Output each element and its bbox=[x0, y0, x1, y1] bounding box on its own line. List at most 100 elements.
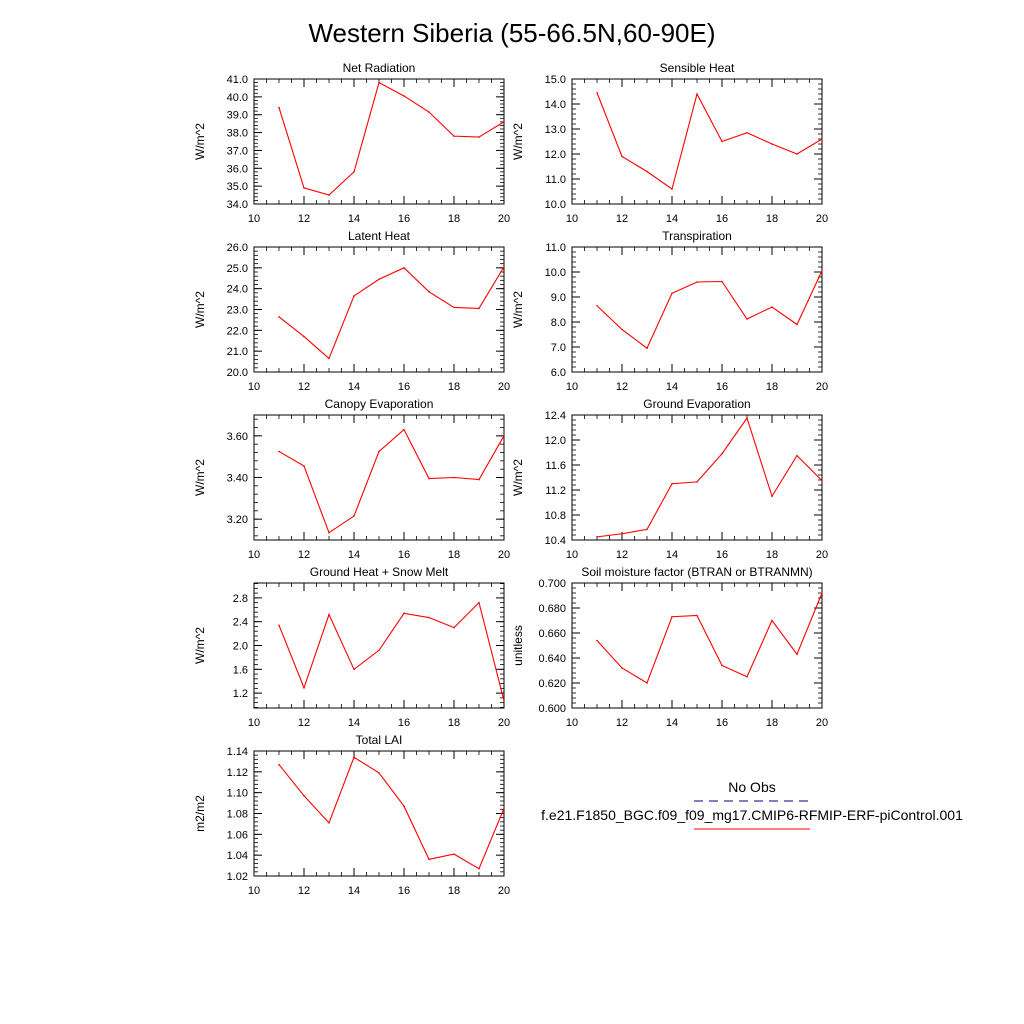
x-tick-label: 14 bbox=[666, 549, 678, 561]
y-tick-label: 0.700 bbox=[538, 578, 566, 590]
data-point bbox=[278, 763, 280, 766]
x-tick-label: 10 bbox=[248, 213, 260, 225]
data-point bbox=[671, 188, 673, 190]
y-tick-label: 9.0 bbox=[551, 292, 566, 304]
data-point bbox=[771, 143, 773, 145]
x-tick-label: 16 bbox=[398, 717, 410, 729]
data-point bbox=[303, 187, 305, 189]
y-axis-label: W/m^2 bbox=[511, 459, 525, 496]
data-point bbox=[378, 772, 380, 774]
data-point bbox=[353, 171, 355, 173]
panel-title: Total LAI bbox=[356, 733, 403, 747]
x-tick-label: 18 bbox=[448, 717, 460, 729]
y-axis-label: m2/m2 bbox=[193, 795, 207, 832]
data-point bbox=[453, 626, 455, 629]
data-point bbox=[378, 649, 380, 652]
data-point bbox=[821, 592, 823, 594]
y-tick-label: 15.0 bbox=[545, 74, 566, 86]
y-axis-label: W/m^2 bbox=[193, 627, 207, 664]
x-tick-label: 12 bbox=[616, 549, 628, 561]
series-line bbox=[596, 92, 823, 190]
data-point bbox=[378, 81, 380, 84]
x-tick-label: 16 bbox=[398, 885, 410, 897]
y-axis-label: W/m^2 bbox=[193, 123, 207, 160]
panel-title: Ground Evaporation bbox=[643, 397, 750, 411]
series-line bbox=[596, 416, 823, 538]
x-tick-label: 14 bbox=[666, 381, 678, 393]
data-point bbox=[353, 756, 355, 759]
x-tick-label: 20 bbox=[498, 381, 510, 393]
panel-title: Transpiration bbox=[662, 229, 732, 243]
data-point bbox=[696, 93, 698, 95]
data-point bbox=[671, 292, 673, 295]
y-tick-label: 1.04 bbox=[227, 850, 248, 862]
panel-4: 10 12 14 16 18 20 3.20 3.40 3.60 Canopy Evaporati… bbox=[193, 397, 510, 561]
x-tick-label: 16 bbox=[716, 381, 728, 393]
data-point bbox=[428, 477, 430, 480]
data-point bbox=[821, 138, 823, 140]
data-point bbox=[378, 278, 380, 281]
legend: No Obs f.e21.F1850_BGC.f09_f09_mg17.CMIP… bbox=[541, 779, 963, 830]
y-tick-label: 1.10 bbox=[227, 788, 248, 800]
panel-8: 10 12 14 16 18 20 1.02 1.04 1.06 1.08 1.10 1.12 1.14… bbox=[193, 733, 510, 897]
data-point bbox=[721, 664, 723, 667]
data-point bbox=[596, 639, 598, 642]
series-line bbox=[278, 601, 505, 701]
data-point bbox=[671, 482, 673, 485]
data-point bbox=[328, 531, 330, 534]
y-tick-label: 2.0 bbox=[233, 641, 248, 653]
panel-title: Sensible Heat bbox=[660, 61, 735, 75]
plot-frame bbox=[253, 246, 505, 373]
data-point bbox=[796, 653, 798, 656]
data-point bbox=[671, 615, 673, 618]
plot-frame bbox=[253, 582, 505, 709]
y-tick-label: 13.0 bbox=[545, 124, 566, 136]
x-tick-label: 10 bbox=[248, 549, 260, 561]
data-point bbox=[403, 612, 405, 615]
data-point bbox=[353, 668, 355, 671]
x-tick-label: 10 bbox=[248, 717, 260, 729]
data-point bbox=[746, 417, 748, 419]
y-tick-label: 1.06 bbox=[227, 829, 248, 841]
data-point bbox=[696, 481, 698, 483]
data-point bbox=[596, 536, 598, 538]
legend-obs-label: No Obs bbox=[728, 779, 775, 795]
x-tick-label: 18 bbox=[448, 885, 460, 897]
data-point bbox=[771, 619, 773, 622]
data-point bbox=[453, 476, 455, 479]
data-point bbox=[696, 281, 698, 283]
data-point bbox=[721, 452, 723, 455]
y-axis-label: W/m^2 bbox=[193, 291, 207, 328]
data-point bbox=[796, 323, 798, 326]
x-tick-label: 12 bbox=[616, 717, 628, 729]
y-tick-label: 35.0 bbox=[227, 181, 248, 193]
x-tick-label: 20 bbox=[498, 885, 510, 897]
panel-3: 10 12 14 16 18 20 6.0 7.0 8.0 9.0 10.0 11.0 Transpir… bbox=[511, 229, 828, 393]
data-point bbox=[503, 265, 505, 268]
series-line bbox=[596, 270, 823, 350]
x-tick-label: 20 bbox=[498, 717, 510, 729]
y-tick-label: 38.0 bbox=[227, 128, 248, 140]
y-tick-label: 1.14 bbox=[227, 746, 248, 758]
y-tick-label: 0.660 bbox=[538, 628, 566, 640]
data-point bbox=[353, 515, 355, 517]
data-point bbox=[621, 328, 623, 331]
x-tick-label: 14 bbox=[348, 549, 360, 561]
y-axis-label: W/m^2 bbox=[193, 459, 207, 496]
data-point bbox=[353, 295, 355, 297]
y-tick-label: 10.8 bbox=[545, 510, 566, 522]
y-tick-label: 11.0 bbox=[545, 174, 566, 186]
data-point bbox=[621, 667, 623, 669]
x-tick-label: 12 bbox=[298, 213, 310, 225]
plot-frame bbox=[571, 582, 823, 709]
data-point bbox=[621, 155, 623, 158]
panel-title: Soil moisture factor (BTRAN or BTRANMN) bbox=[581, 565, 812, 579]
data-point bbox=[428, 858, 430, 861]
y-tick-label: 22.0 bbox=[227, 325, 248, 337]
data-point bbox=[503, 121, 505, 123]
y-tick-label: 34.0 bbox=[227, 199, 248, 211]
data-point bbox=[771, 495, 773, 498]
y-tick-label: 10.0 bbox=[545, 199, 566, 211]
y-tick-label: 0.640 bbox=[538, 653, 566, 665]
